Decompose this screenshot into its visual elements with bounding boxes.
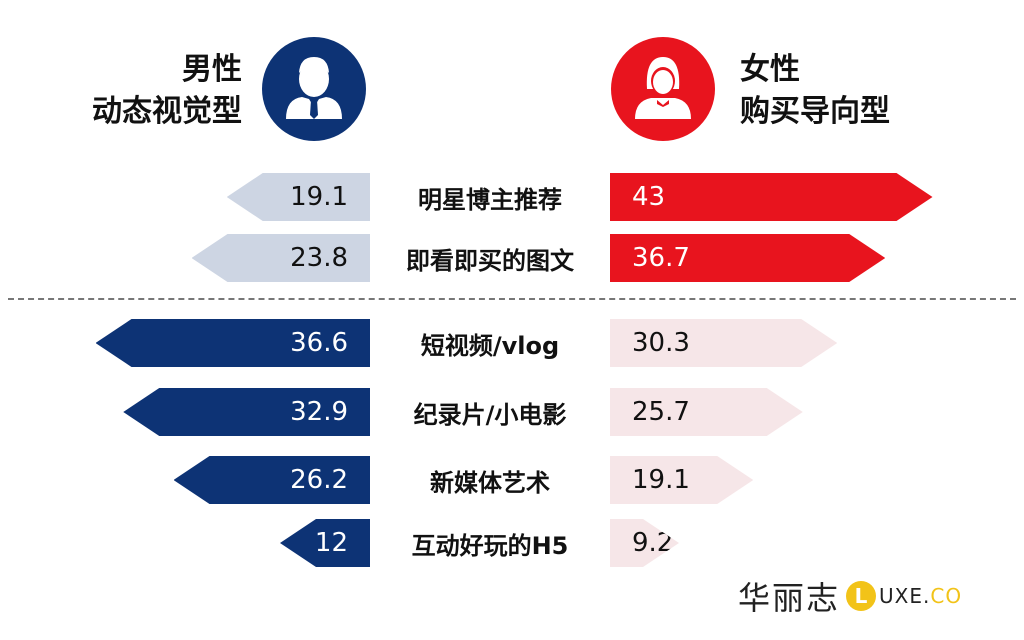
category-label: 新媒体艺术 bbox=[430, 468, 550, 497]
female-bar: 43 bbox=[610, 173, 933, 221]
logo-circle-icon: L bbox=[846, 581, 877, 611]
category-label: 即看即买的图文 bbox=[406, 246, 574, 275]
female-bar: 9.2 bbox=[610, 519, 679, 567]
male-title: 男性 动态视觉型 bbox=[92, 49, 242, 133]
category-label: 短视频/vlog bbox=[420, 331, 560, 360]
female-value-label: 9.2 bbox=[632, 528, 674, 558]
logo-english-text: UXE. bbox=[879, 584, 931, 608]
male-title-line1: 男性 bbox=[182, 52, 242, 87]
male-value-label: 32.9 bbox=[290, 397, 348, 427]
male-value-label: 12 bbox=[314, 528, 348, 558]
male-bar: 32.9 bbox=[123, 388, 370, 436]
male-user-icon bbox=[262, 37, 366, 141]
male-value-label: 26.2 bbox=[290, 465, 348, 495]
female-user-icon bbox=[611, 37, 715, 141]
female-bar: 30.3 bbox=[610, 319, 837, 367]
female-bar: 19.1 bbox=[610, 456, 753, 504]
female-bar: 36.7 bbox=[610, 234, 885, 282]
female-value-label: 25.7 bbox=[632, 397, 690, 427]
category-label: 明星博主推荐 bbox=[418, 185, 562, 214]
female-value-label: 30.3 bbox=[632, 328, 690, 358]
female-value-label: 19.1 bbox=[632, 465, 690, 495]
male-title-line2: 动态视觉型 bbox=[92, 94, 242, 129]
male-bar: 23.8 bbox=[191, 234, 370, 282]
female-value-label: 43 bbox=[632, 182, 666, 212]
female-title: 女性 购买导向型 bbox=[740, 49, 890, 133]
category-label: 纪录片/小电影 bbox=[413, 400, 567, 429]
male-bar: 36.6 bbox=[95, 319, 370, 367]
male-value-label: 23.8 bbox=[290, 243, 348, 273]
female-bar: 25.7 bbox=[610, 388, 803, 436]
category-label: 互动好玩的H5 bbox=[411, 531, 569, 560]
female-title-line1: 女性 bbox=[740, 52, 800, 87]
male-value-label: 19.1 bbox=[290, 182, 348, 212]
brand-logo: 华丽志 L UXE. CO bbox=[738, 576, 963, 617]
female-title-line2: 购买导向型 bbox=[740, 94, 890, 129]
female-value-label: 36.7 bbox=[632, 243, 690, 273]
male-bar: 19.1 bbox=[226, 173, 370, 221]
logo-l-letter: L bbox=[854, 584, 868, 608]
logo-co-text: CO bbox=[930, 584, 963, 608]
male-bar: 26.2 bbox=[173, 456, 370, 504]
male-bar: 12 bbox=[280, 519, 370, 567]
section-divider bbox=[8, 298, 1016, 300]
logo-chinese-text: 华丽志 bbox=[738, 579, 841, 617]
male-value-label: 36.6 bbox=[290, 328, 348, 358]
